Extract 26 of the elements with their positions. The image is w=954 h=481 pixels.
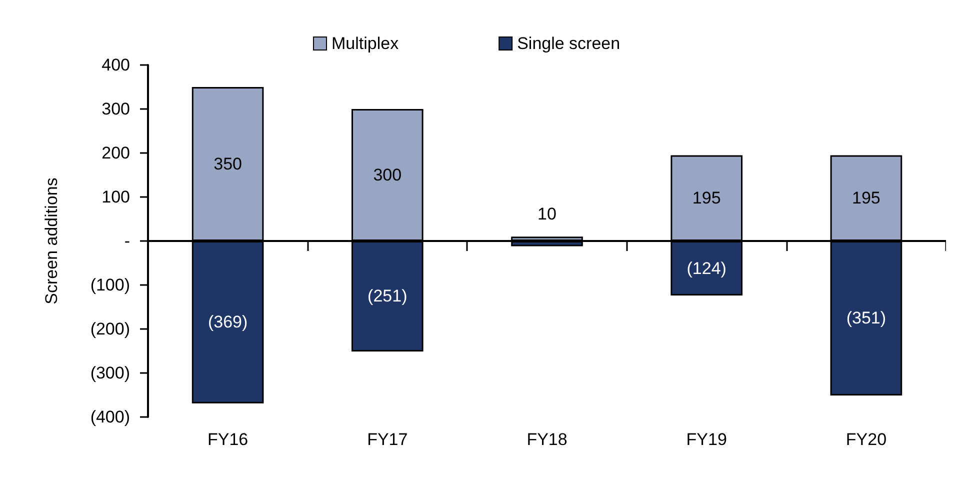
y-tick-label: (300) (90, 364, 130, 382)
data-label: 195 (852, 188, 880, 208)
data-label: (351) (846, 308, 886, 328)
data-label: 195 (692, 188, 721, 208)
y-tick-label: - (124, 232, 130, 250)
data-label: (251) (368, 286, 408, 306)
y-tick-label: 400 (102, 56, 130, 74)
data-label: (369) (208, 312, 248, 332)
x-tick-label: FY19 (686, 430, 727, 449)
data-label: 10 (538, 204, 556, 224)
x-tick-label: FY16 (207, 430, 248, 449)
legend-label: Multiplex (332, 34, 400, 53)
y-tick-label: 200 (102, 144, 130, 162)
y-tick-label: (100) (90, 276, 130, 294)
data-label: 350 (214, 154, 242, 174)
x-tick-label: FY18 (526, 430, 568, 449)
y-axis-title: Screen additions (42, 178, 61, 304)
y-tick-label: (400) (90, 408, 130, 426)
data-label: 300 (373, 166, 402, 184)
y-tick-label: 300 (102, 100, 130, 118)
x-tick-label: FY20 (846, 430, 887, 449)
y-tick-label: 100 (102, 188, 130, 206)
data-label: (124) (686, 258, 726, 278)
x-tick-label: FY17 (367, 430, 408, 449)
y-tick-label: (200) (90, 320, 130, 338)
legend-label: Single screen (517, 34, 620, 53)
